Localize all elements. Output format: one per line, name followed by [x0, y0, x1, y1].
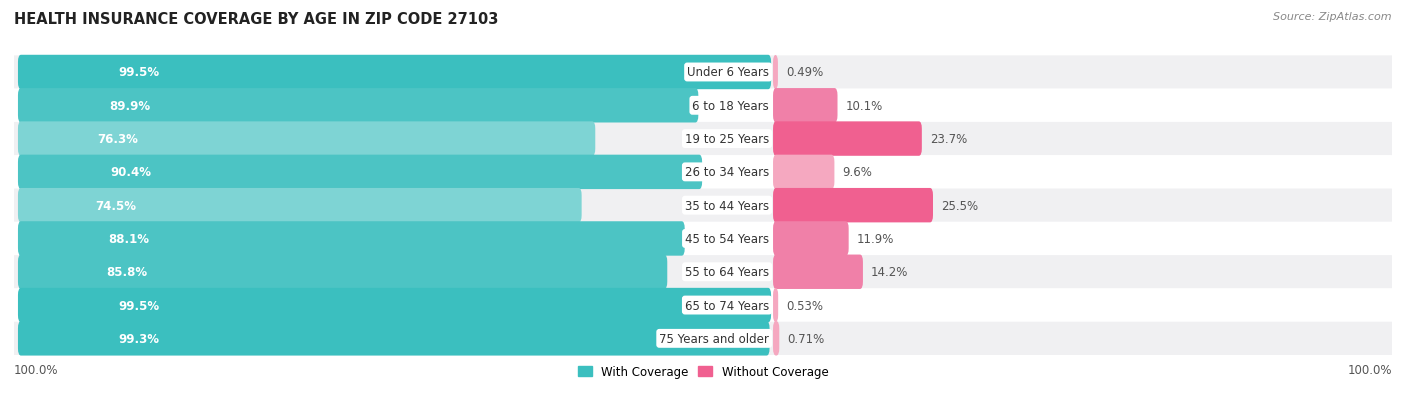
Text: 74.5%: 74.5% [96, 199, 136, 212]
FancyBboxPatch shape [14, 289, 1392, 322]
Text: 19 to 25 Years: 19 to 25 Years [685, 133, 769, 146]
FancyBboxPatch shape [14, 222, 1392, 256]
Text: 55 to 64 Years: 55 to 64 Years [685, 266, 769, 279]
Text: 89.9%: 89.9% [110, 100, 150, 112]
Text: 0.49%: 0.49% [786, 66, 823, 79]
FancyBboxPatch shape [18, 255, 668, 289]
FancyBboxPatch shape [773, 89, 838, 123]
Text: 100.0%: 100.0% [1347, 363, 1392, 376]
Legend: With Coverage, Without Coverage: With Coverage, Without Coverage [572, 360, 834, 383]
Text: 75 Years and older: 75 Years and older [659, 332, 769, 345]
FancyBboxPatch shape [14, 123, 1392, 156]
FancyBboxPatch shape [773, 288, 778, 323]
Text: 26 to 34 Years: 26 to 34 Years [685, 166, 769, 179]
Text: 11.9%: 11.9% [856, 233, 894, 245]
FancyBboxPatch shape [18, 89, 699, 123]
Text: 85.8%: 85.8% [105, 266, 148, 279]
Text: 100.0%: 100.0% [14, 363, 59, 376]
Text: 35 to 44 Years: 35 to 44 Years [685, 199, 769, 212]
Text: 0.71%: 0.71% [787, 332, 824, 345]
FancyBboxPatch shape [773, 122, 922, 157]
Text: 0.53%: 0.53% [786, 299, 823, 312]
FancyBboxPatch shape [18, 222, 685, 256]
FancyBboxPatch shape [14, 189, 1392, 222]
FancyBboxPatch shape [773, 188, 934, 223]
FancyBboxPatch shape [14, 256, 1392, 289]
FancyBboxPatch shape [14, 56, 1392, 90]
Text: Under 6 Years: Under 6 Years [688, 66, 769, 79]
FancyBboxPatch shape [773, 155, 834, 190]
Text: 10.1%: 10.1% [845, 100, 883, 112]
FancyBboxPatch shape [773, 255, 863, 289]
Text: 88.1%: 88.1% [108, 233, 149, 245]
Text: 99.3%: 99.3% [118, 332, 159, 345]
Text: 9.6%: 9.6% [842, 166, 872, 179]
Text: 23.7%: 23.7% [929, 133, 967, 146]
FancyBboxPatch shape [14, 156, 1392, 189]
FancyBboxPatch shape [18, 56, 770, 90]
FancyBboxPatch shape [18, 122, 595, 157]
Text: Source: ZipAtlas.com: Source: ZipAtlas.com [1274, 12, 1392, 22]
FancyBboxPatch shape [773, 321, 779, 356]
FancyBboxPatch shape [773, 222, 849, 256]
Text: 14.2%: 14.2% [870, 266, 908, 279]
Text: 65 to 74 Years: 65 to 74 Years [685, 299, 769, 312]
Text: 76.3%: 76.3% [97, 133, 138, 146]
FancyBboxPatch shape [18, 188, 582, 223]
FancyBboxPatch shape [14, 90, 1392, 123]
FancyBboxPatch shape [18, 321, 769, 356]
FancyBboxPatch shape [14, 322, 1392, 355]
Text: 25.5%: 25.5% [941, 199, 979, 212]
Text: 90.4%: 90.4% [110, 166, 150, 179]
Text: 6 to 18 Years: 6 to 18 Years [692, 100, 769, 112]
Text: 99.5%: 99.5% [118, 66, 159, 79]
Text: HEALTH INSURANCE COVERAGE BY AGE IN ZIP CODE 27103: HEALTH INSURANCE COVERAGE BY AGE IN ZIP … [14, 12, 499, 27]
FancyBboxPatch shape [18, 288, 770, 323]
Text: 45 to 54 Years: 45 to 54 Years [685, 233, 769, 245]
Text: 99.5%: 99.5% [118, 299, 159, 312]
FancyBboxPatch shape [18, 155, 702, 190]
FancyBboxPatch shape [773, 56, 778, 90]
